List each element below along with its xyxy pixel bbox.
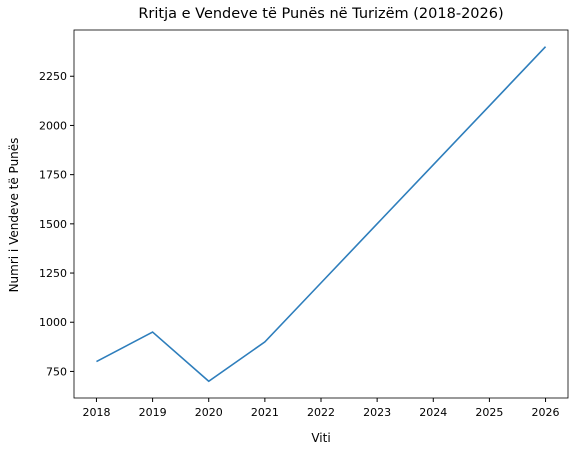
x-tick-label: 2024 [419,406,447,419]
y-tick-label: 1500 [39,218,67,231]
x-tick-label: 2019 [139,406,167,419]
x-tick-label: 2021 [251,406,279,419]
x-tick-label: 2025 [475,406,503,419]
x-tick-label: 2023 [363,406,391,419]
x-tick-label: 2026 [532,406,560,419]
y-tick-label: 1750 [39,169,67,182]
data-line [96,46,547,383]
y-axis-label: Numri i Vendeve të Punës [7,138,21,293]
y-tick-label: 1000 [39,316,67,329]
y-tick-label: 1250 [39,267,67,280]
chart-title: Rritja e Vendeve të Punës në Turizëm (20… [138,6,503,22]
y-tick-label: 750 [46,365,67,378]
y-tick-label: 2000 [39,119,67,132]
plot-frame [73,29,569,399]
x-tick-label: 2018 [82,406,110,419]
y-tick-label: 2250 [39,70,67,83]
x-tick-label: 2022 [307,406,335,419]
x-axis-label: Viti [311,431,330,445]
x-tick-label: 2020 [195,406,223,419]
